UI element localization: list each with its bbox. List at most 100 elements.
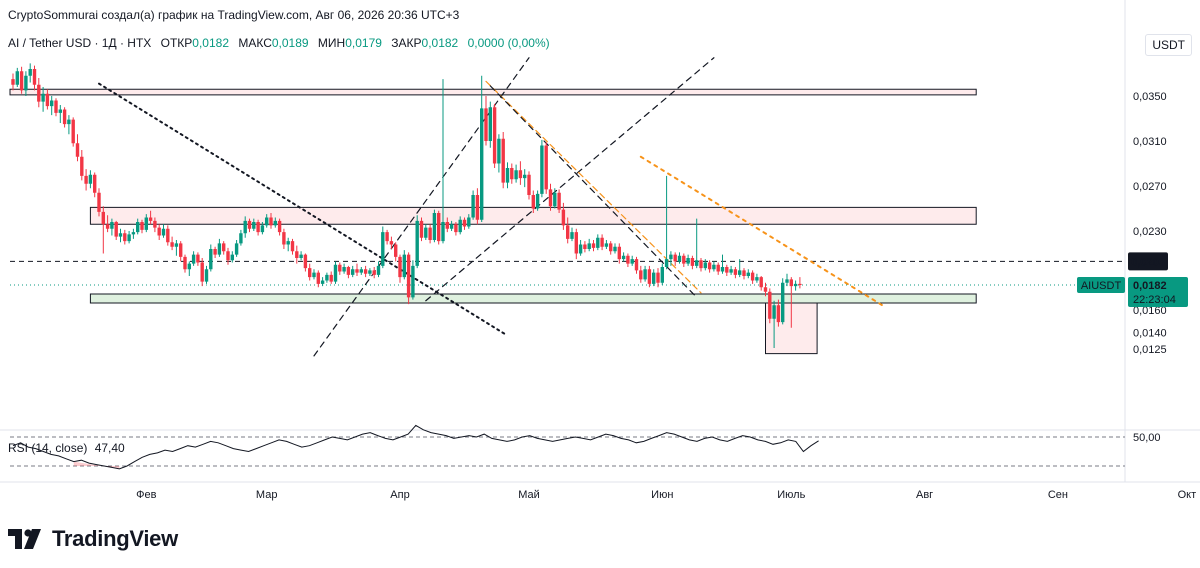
candle-body[interactable] [432, 213, 437, 240]
candle-body[interactable] [682, 255, 686, 264]
candle-body[interactable] [170, 242, 174, 247]
candle-body[interactable] [759, 277, 763, 288]
candle-body[interactable] [80, 156, 84, 176]
candle-body[interactable] [789, 279, 793, 287]
candle-body[interactable] [37, 84, 41, 102]
trendline-5[interactable] [639, 155, 887, 309]
candle-body[interactable] [514, 170, 518, 180]
candle-body[interactable] [454, 224, 458, 233]
candle-body[interactable] [733, 269, 738, 275]
candle-body[interactable] [725, 267, 729, 273]
candle-body[interactable] [213, 249, 217, 255]
trendline-4[interactable] [489, 85, 698, 298]
candle-body[interactable] [673, 254, 677, 262]
candle-body[interactable] [320, 280, 325, 284]
candle-body[interactable] [695, 260, 699, 266]
candle-body[interactable] [617, 246, 621, 260]
candle-body[interactable] [699, 260, 703, 269]
candle-body[interactable] [484, 108, 488, 141]
candle-body[interactable] [174, 243, 179, 247]
candle-body[interactable] [527, 174, 531, 195]
candle-body[interactable] [110, 222, 114, 229]
candle-body[interactable] [557, 192, 561, 210]
candle-body[interactable] [660, 267, 664, 283]
candle-body[interactable] [566, 225, 570, 239]
zone-rect-2[interactable] [89, 293, 977, 304]
candle-body[interactable] [652, 272, 656, 284]
candle-body[interactable] [381, 232, 385, 266]
candle-body[interactable] [458, 219, 462, 233]
candle-body[interactable] [626, 255, 630, 264]
candle-body[interactable] [166, 228, 170, 243]
candle-body[interactable] [179, 243, 183, 257]
candle-body[interactable] [394, 244, 398, 257]
candle-body[interactable] [196, 254, 200, 263]
candle-body[interactable] [785, 279, 789, 283]
candle-body[interactable] [406, 254, 411, 298]
candle-body[interactable] [510, 168, 514, 180]
trendline-2[interactable] [425, 57, 715, 302]
candle-body[interactable] [755, 277, 759, 281]
candle-body[interactable] [342, 267, 346, 272]
candle-body[interactable] [467, 217, 471, 227]
candle-body[interactable] [750, 272, 755, 281]
candle-body[interactable] [664, 259, 669, 267]
trendline-3[interactable] [485, 80, 702, 294]
candle-body[interactable] [376, 265, 381, 275]
candle-body[interactable] [415, 220, 419, 266]
candle-body[interactable] [389, 241, 394, 245]
candle-body[interactable] [140, 222, 144, 230]
candle-body[interactable] [355, 269, 359, 273]
candle-body[interactable] [273, 220, 277, 226]
candle-body[interactable] [28, 69, 32, 76]
candle-body[interactable] [798, 283, 802, 285]
candle-body[interactable] [523, 174, 527, 179]
candle-body[interactable] [88, 174, 93, 184]
candle-body[interactable] [604, 243, 609, 247]
candle-body[interactable] [480, 108, 484, 220]
candle-body[interactable] [71, 119, 75, 144]
candle-body[interactable] [587, 243, 591, 249]
candle-body[interactable] [570, 232, 574, 239]
candle-body[interactable] [222, 243, 226, 252]
candle-body[interactable] [290, 241, 295, 252]
candle-body[interactable] [123, 233, 127, 242]
candle-body[interactable] [50, 100, 54, 107]
candle-body[interactable] [578, 244, 583, 254]
candle-body[interactable] [553, 192, 557, 207]
candle-body[interactable] [639, 270, 643, 280]
candle-body[interactable] [368, 270, 372, 274]
candle-body[interactable] [24, 75, 28, 91]
candle-body[interactable] [75, 143, 80, 157]
candle-body[interactable] [634, 259, 639, 271]
candle-body[interactable] [621, 255, 626, 260]
candle-body[interactable] [230, 254, 234, 261]
rsi-legend[interactable]: RSI (14, close) 47,40 [8, 441, 125, 455]
candle-body[interactable] [497, 138, 501, 164]
candle-body[interactable] [441, 222, 445, 242]
candle-body[interactable] [84, 175, 88, 184]
candle-body[interactable] [144, 217, 148, 230]
candle-body[interactable] [535, 193, 540, 209]
candle-body[interactable] [707, 262, 712, 270]
candle-body[interactable] [11, 79, 15, 85]
candle-body[interactable] [131, 232, 136, 235]
candle-body[interactable] [58, 109, 62, 113]
candle-body[interactable] [445, 222, 449, 229]
candle-body[interactable] [93, 174, 97, 193]
candle-body[interactable] [346, 267, 351, 275]
candle-body[interactable] [746, 272, 750, 276]
candle-body[interactable] [419, 220, 424, 238]
candle-body[interactable] [54, 100, 58, 113]
candle-body[interactable] [428, 227, 432, 240]
candle-body[interactable] [669, 254, 673, 260]
candle-body[interactable] [200, 262, 204, 282]
candle-body[interactable] [62, 109, 67, 125]
candle-body[interactable] [505, 168, 510, 183]
tradingview-logo[interactable]: TradingView [8, 524, 178, 554]
candle-body[interactable] [204, 269, 209, 282]
candle-body[interactable] [19, 71, 24, 91]
candle-body[interactable] [153, 220, 157, 228]
candle-body[interactable] [437, 213, 441, 242]
